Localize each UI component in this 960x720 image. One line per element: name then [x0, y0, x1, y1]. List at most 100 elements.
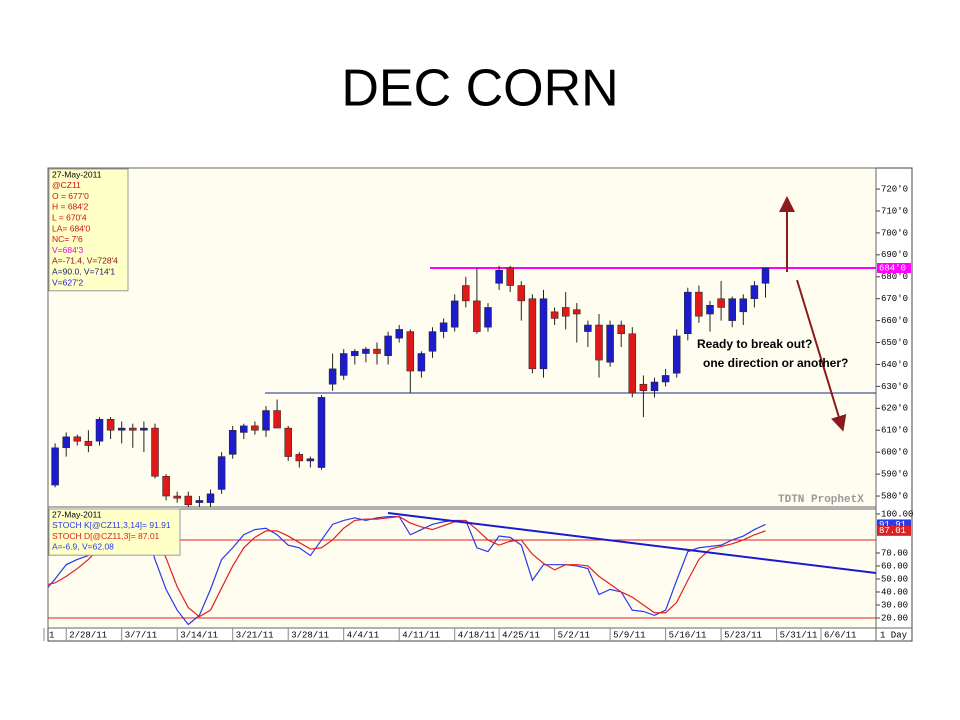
price-panel	[47, 167, 877, 508]
candle-body	[617, 324, 625, 335]
candle-body	[428, 331, 437, 352]
candle-body	[262, 410, 270, 431]
legend-text: V=627'2	[52, 277, 83, 287]
x-tick-label: 4/11/11	[402, 630, 440, 640]
x-tick-label: 1	[49, 630, 54, 640]
y-tick-label: 620'0	[881, 404, 908, 414]
candle-body	[684, 291, 692, 335]
candle-body	[184, 495, 193, 506]
legend-text: NC= 7'6	[52, 234, 83, 244]
candle-body	[561, 307, 570, 317]
x-tick-label: 6/6/11	[824, 630, 856, 640]
candle-body	[62, 436, 70, 449]
legend-box	[48, 168, 129, 292]
candle-body	[140, 427, 148, 431]
candle-body	[295, 454, 304, 462]
x-tick-label: 5/9/11	[613, 630, 645, 640]
y-tick-label: 590'0	[881, 469, 908, 479]
candle-body	[539, 298, 548, 370]
candle-body	[606, 324, 614, 363]
slide-title: DEC CORN	[341, 60, 618, 118]
legend-text: H = 684'2	[52, 202, 89, 212]
candle-body	[661, 375, 670, 383]
legend-text: A=-71.4, V=728'4	[52, 256, 118, 266]
candle-body	[672, 335, 681, 374]
y-tick-label: 710'0	[881, 206, 908, 216]
candle-body	[240, 425, 248, 433]
y-tick-label: 50.00	[881, 574, 908, 584]
candle-body	[584, 324, 592, 332]
x-tick-label: 4/25/11	[502, 630, 540, 640]
arrow-down	[796, 279, 847, 432]
candle-body	[573, 309, 581, 315]
candle-body	[228, 430, 237, 455]
candle-body	[373, 348, 381, 354]
price-tag-label: 87.01	[879, 526, 906, 536]
period-label: 1 Day	[880, 630, 908, 640]
candle-body	[506, 267, 514, 286]
candle-body	[317, 397, 326, 468]
candle-body	[450, 300, 459, 328]
x-tick-label: 5/2/11	[558, 630, 590, 640]
candle-body	[84, 440, 93, 446]
candle-body	[595, 324, 603, 361]
price-tag	[877, 519, 911, 530]
y-tick-label: 630'0	[881, 382, 908, 392]
price-tag	[877, 525, 911, 536]
y-tick-label: 700'0	[881, 228, 908, 238]
candle-body	[528, 298, 537, 370]
candle-body	[273, 410, 281, 429]
candle-body	[351, 351, 359, 356]
candle-body	[628, 333, 637, 394]
axes: 720'0 710'0 700'0 690'0 680'0 670'0 660'0 650'0…	[43, 168, 913, 641]
candle-body	[439, 322, 448, 332]
candle-body	[106, 419, 115, 431]
legend-text: LA= 684'0	[52, 223, 91, 233]
legend-text: V=684'3	[52, 245, 83, 255]
y-tick-label: 680'0	[881, 272, 908, 282]
x-tick-label: 3/21/11	[236, 630, 274, 640]
stoch-line	[48, 515, 766, 626]
y-tick-label: 40.00	[881, 587, 908, 597]
y-tick-label: 580'0	[881, 491, 908, 501]
y-tick-label: 640'0	[881, 360, 908, 370]
candle-body	[173, 495, 181, 499]
candle-body	[117, 427, 126, 431]
y-tick-label: 20.00	[881, 613, 908, 623]
legend-text: A=90.0, V=714'1	[52, 266, 115, 276]
y-tick-label: 650'0	[881, 338, 908, 348]
candle-body	[650, 381, 659, 392]
stoch-panel	[47, 508, 877, 629]
candle-body	[750, 285, 759, 299]
candle-body	[129, 427, 137, 431]
legend-text: L = 670'4	[52, 212, 87, 222]
x-tick-label: 4/4/11	[347, 630, 379, 640]
y-tick-label: 720'0	[881, 184, 908, 194]
legend-text: @CZ11	[52, 180, 81, 190]
legend-text: 27-May-2011	[52, 169, 102, 179]
y-tick-label: 70.00	[881, 548, 908, 558]
y-tick-label: 60.00	[881, 561, 908, 571]
candle-body	[417, 353, 426, 372]
candle-body	[251, 425, 259, 431]
price-tag	[877, 262, 911, 273]
y-tick-label: 100.00	[881, 509, 913, 519]
candle-body	[517, 285, 526, 302]
candle-body	[162, 476, 170, 497]
candle-body	[362, 348, 370, 354]
x-tick-label: 5/16/11	[669, 630, 707, 640]
candle-body	[51, 447, 59, 486]
x-tick-label: 2/28/11	[69, 630, 107, 640]
candle-body	[717, 298, 725, 308]
y-tick-label: 600'0	[881, 448, 908, 458]
candle-body	[495, 269, 503, 284]
y-tick-label: 670'0	[881, 294, 908, 304]
y-tick-label: 660'0	[881, 316, 908, 326]
candle-body	[206, 493, 215, 503]
annotation: Ready to break out?	[697, 337, 812, 351]
legend-text: O = 677'0	[52, 191, 89, 201]
candle-body	[406, 331, 415, 372]
candle-body	[339, 353, 348, 376]
